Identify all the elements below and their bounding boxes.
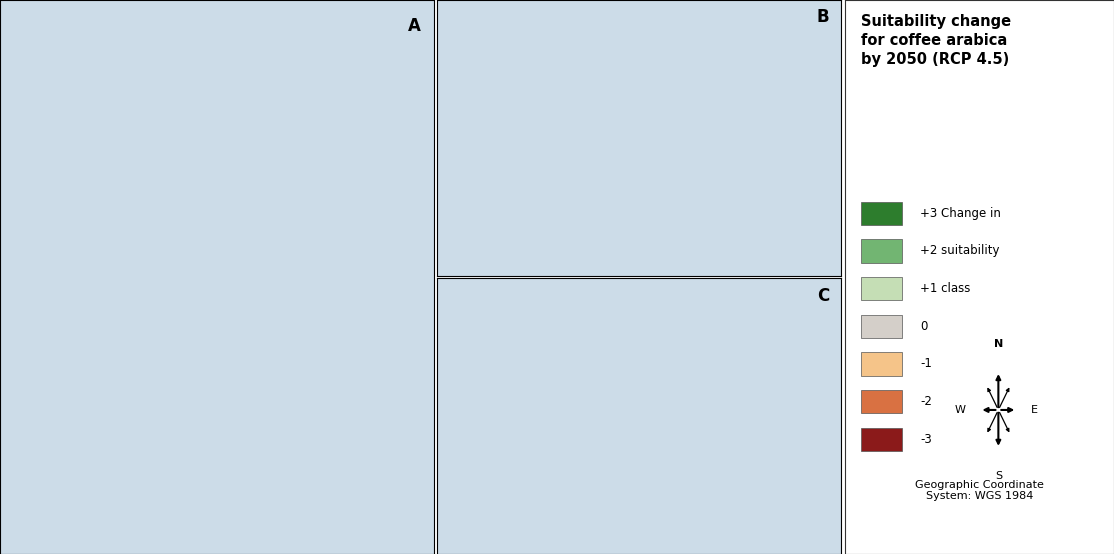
Text: A: A: [408, 17, 421, 34]
Text: -1: -1: [920, 357, 932, 371]
Bar: [861, 352, 901, 376]
Bar: [861, 202, 901, 225]
Text: +1 class: +1 class: [920, 282, 970, 295]
Text: -2: -2: [920, 395, 932, 408]
Text: B: B: [817, 8, 829, 26]
Text: E: E: [1030, 405, 1037, 415]
Bar: [861, 315, 901, 338]
Text: 0: 0: [920, 320, 928, 333]
Text: C: C: [817, 286, 829, 305]
Bar: [861, 277, 901, 300]
Text: +2 suitability: +2 suitability: [920, 244, 1000, 258]
Text: -3: -3: [920, 433, 932, 446]
Bar: [861, 390, 901, 413]
Text: S: S: [995, 471, 1001, 481]
Text: W: W: [955, 405, 966, 415]
Bar: [861, 428, 901, 451]
Text: +3 Change in: +3 Change in: [920, 207, 1001, 220]
Text: Geographic Coordinate
System: WGS 1984: Geographic Coordinate System: WGS 1984: [915, 480, 1044, 501]
Text: N: N: [994, 339, 1003, 349]
Bar: [861, 239, 901, 263]
Text: Suitability change
for coffee arabica
by 2050 (RCP 4.5): Suitability change for coffee arabica by…: [861, 14, 1012, 67]
